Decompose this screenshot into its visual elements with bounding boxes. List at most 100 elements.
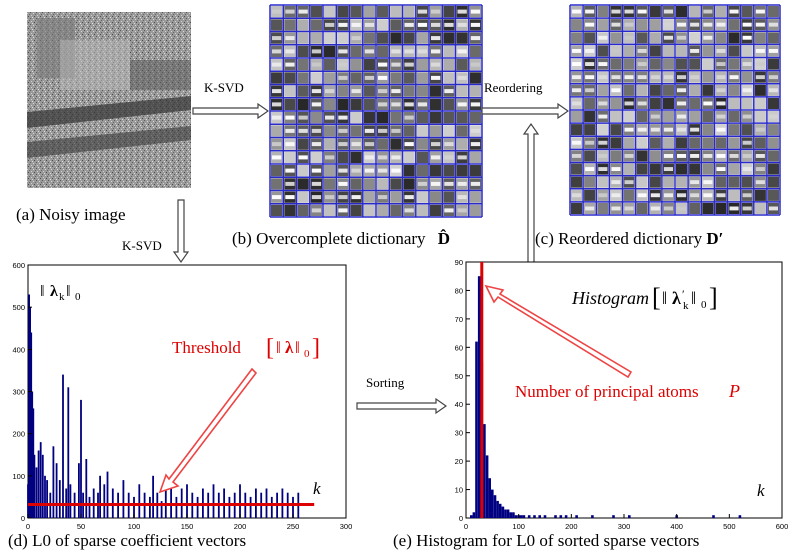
dictionary-atom: [571, 176, 583, 188]
dictionary-atom-stroke: [364, 155, 375, 160]
dictionary-atom-stroke: [755, 62, 765, 66]
dictionary-atom-stroke: [598, 154, 608, 158]
dictionary-atom-stroke: [470, 142, 481, 147]
dictionary-atom-stroke: [650, 75, 660, 80]
dictionary-atom-stroke: [417, 22, 428, 27]
dictionary-atom-stroke: [325, 155, 335, 160]
dictionary-atom: [469, 151, 482, 164]
dictionary-atom: [350, 178, 362, 190]
dictionary-atom: [702, 58, 714, 70]
data-bar: [520, 515, 523, 518]
dictionary-atom: [403, 32, 415, 44]
dictionary-atom: [636, 202, 648, 214]
dictionary-atom: [324, 138, 336, 150]
dictionary-atom-stroke: [716, 75, 726, 80]
dictionary-atom: [676, 6, 688, 18]
dictionary-atom-stroke: [755, 49, 765, 53]
dictionary-atom: [676, 176, 688, 188]
data-bar: [493, 495, 497, 518]
dictionary-atom-stroke: [391, 168, 401, 173]
dictionary-atom: [443, 59, 455, 71]
dictionary-atom: [350, 6, 362, 18]
data-bar: [249, 496, 252, 518]
dictionary-atom-stroke: [431, 36, 441, 41]
dictionary-atom-stroke: [742, 193, 752, 198]
dictionary-atom-stroke: [742, 206, 752, 211]
dictionary-atom: [350, 125, 362, 137]
y-tick-label: 30: [455, 429, 463, 438]
dictionary-atom: [284, 151, 296, 164]
data-bar: [196, 496, 199, 518]
x-tick-label: 400: [670, 522, 683, 531]
dictionary-atom-stroke: [298, 155, 308, 160]
dictionary-atom-stroke: [768, 206, 778, 211]
data-bar: [212, 484, 215, 518]
data-bar: [122, 480, 125, 518]
dictionary-atom-stroke: [611, 206, 621, 211]
dictionary-atom-stroke: [755, 180, 765, 185]
svg-text:‖: ‖: [662, 288, 667, 308]
dictionary-atom: [324, 6, 336, 18]
data-bar: [27, 484, 29, 518]
dictionary-atom: [715, 176, 727, 188]
dictionary-atom: [416, 125, 429, 137]
dictionary-atom-stroke: [378, 128, 388, 133]
dictionary-atom: [676, 137, 688, 149]
dictionary-atom: [284, 98, 296, 111]
dictionary-atom-stroke: [391, 155, 401, 160]
dictionary-atom: [324, 178, 336, 190]
dictionary-atom: [456, 85, 468, 97]
dictionary-atom-stroke: [417, 49, 428, 54]
dictionary-atom: [390, 19, 402, 31]
data-bar: [175, 496, 178, 518]
dictionary-atom-stroke: [703, 154, 713, 158]
dictionary-atom: [403, 6, 415, 18]
ksvd-down-arrow: [172, 199, 190, 264]
dictionary-atom-stroke: [311, 62, 322, 67]
svg-text:0: 0: [304, 348, 310, 360]
threshold-label: Threshold [ ‖ λ ‖ 0 ]: [172, 335, 320, 361]
y-tick-label: 300: [12, 388, 25, 397]
dictionary-atom-stroke: [431, 142, 441, 147]
dictionary-atom: [636, 163, 648, 175]
dictionary-atom-stroke: [338, 142, 348, 147]
data-bar: [46, 480, 48, 518]
dictionary-atom: [623, 189, 635, 201]
x-tick-label: 200: [234, 522, 247, 531]
dictionary-atom-stroke: [457, 102, 467, 107]
up-connector-arrow: [522, 122, 540, 269]
dictionary-atom-stroke: [768, 75, 778, 80]
dictionary-atom-stroke: [457, 75, 467, 80]
dictionary-atom-stroke: [585, 140, 595, 145]
dictionary-atom-stroke: [585, 9, 595, 14]
dictionary-atom: [689, 137, 701, 149]
dictionary-atom: [297, 204, 309, 217]
dictionary-atom: [728, 97, 740, 109]
dictionary-atom-stroke: [716, 62, 726, 66]
dictionary-atom: [715, 202, 727, 214]
dictionary-atom-stroke: [338, 115, 348, 120]
dictionary-atom-stroke: [417, 9, 428, 14]
dictionary-atom: [767, 124, 779, 136]
dictionary-atom: [754, 97, 766, 109]
x-tick-label: 100: [512, 522, 525, 531]
dictionary-atom: [456, 59, 468, 71]
dictionary-atom: [324, 59, 336, 71]
dictionary-atom-stroke: [285, 62, 295, 67]
dictionary-atom-stroke: [742, 154, 752, 158]
dictionary-atom: [662, 45, 674, 57]
dictionary-atom-stroke: [624, 22, 634, 27]
dictionary-atom: [715, 6, 727, 18]
sorting-label: Sorting: [366, 375, 405, 390]
svg-text:0: 0: [75, 291, 81, 303]
dictionary-atom-stroke: [431, 62, 441, 67]
svg-text:′: ′: [682, 287, 685, 301]
data-bar: [35, 467, 38, 518]
data-bar: [44, 475, 46, 518]
dictionary-atom-stroke: [457, 49, 467, 54]
dictionary-atom-stroke: [729, 9, 739, 14]
dictionary-atom: [754, 189, 766, 201]
x-tick-label: 500: [723, 522, 736, 531]
dictionary-atom-stroke: [768, 88, 778, 93]
dictionary-atom: [390, 191, 402, 203]
